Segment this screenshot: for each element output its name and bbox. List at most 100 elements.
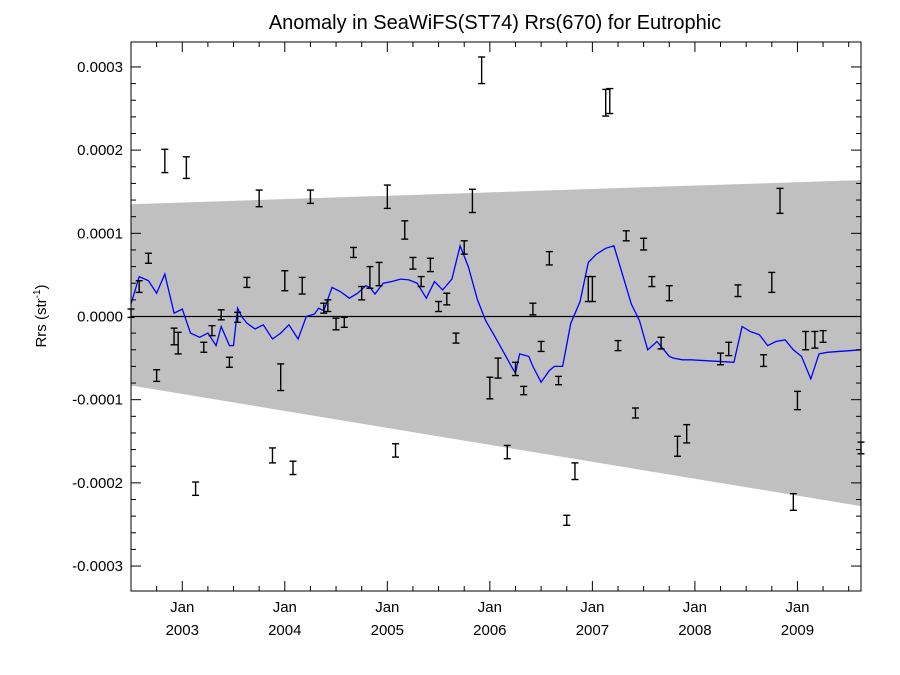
data-point [306, 189, 314, 205]
data-point [717, 352, 725, 366]
data-point [135, 280, 143, 294]
data-point [494, 357, 502, 379]
x-tick-label-year: 2007 [576, 622, 609, 639]
x-tick-label-month: Jan [170, 599, 194, 616]
data-point [665, 285, 673, 302]
data-point [802, 330, 810, 351]
data-point [268, 447, 276, 464]
axes: 0.0003 0.0002 0.0001 0.0000 -0.0001 -0.0002 -0… [72, 41, 862, 639]
data-point [281, 270, 289, 292]
data-point [563, 514, 571, 526]
data-point [602, 88, 610, 117]
data-point [332, 317, 340, 331]
data-point [392, 443, 400, 458]
data-point [366, 265, 374, 289]
data-point [144, 252, 152, 264]
data-point [298, 276, 306, 295]
data-point [340, 316, 348, 329]
y-tick-label: -0.0001 [72, 392, 123, 409]
data-point [631, 407, 639, 419]
data-point [520, 385, 528, 396]
x-tick-label-month: Jan [375, 599, 399, 616]
data-point [217, 309, 225, 321]
data-point [153, 369, 161, 383]
data-point [486, 376, 494, 400]
data-point [426, 257, 434, 273]
data-point [234, 311, 242, 324]
data-point [614, 339, 622, 352]
data-point [657, 336, 665, 350]
data-point [673, 435, 681, 457]
data-point [417, 275, 425, 288]
data-point [435, 300, 443, 313]
y-tick-label: -0.0003 [72, 558, 123, 575]
chart-title: Anomaly in SeaWiFS(ST74) Rrs(670) for Eu… [269, 12, 721, 34]
data-point [683, 423, 691, 444]
data-point [349, 246, 357, 259]
y-tick-label: 0.0002 [77, 142, 123, 159]
data-point [768, 271, 776, 294]
data-point [725, 341, 733, 357]
data-point [529, 302, 537, 316]
y-tick-label: 0.0003 [77, 59, 123, 76]
data-point [443, 292, 451, 306]
data-point [255, 189, 263, 208]
y-axis-label: Rrs (str-1) [32, 284, 50, 347]
y-tick-label: -0.0002 [72, 475, 123, 492]
data-point [289, 460, 297, 476]
data-point [174, 331, 182, 355]
data-point [555, 375, 563, 386]
data-point [760, 354, 768, 368]
data-point [277, 363, 285, 392]
x-tick-label-year: 2005 [371, 622, 404, 639]
data-point [409, 256, 417, 270]
data-point [511, 361, 519, 377]
data-point [383, 184, 391, 210]
data-point [606, 87, 614, 115]
data-point [793, 390, 801, 411]
data-point [734, 284, 742, 298]
data-point [324, 299, 332, 313]
data-point [789, 492, 797, 512]
data-point [622, 230, 630, 242]
data-point [243, 276, 251, 289]
data-point [358, 285, 366, 301]
data-point [225, 356, 233, 368]
x-tick-label-year: 2006 [473, 622, 506, 639]
data-point [537, 340, 545, 353]
data-point [375, 261, 383, 287]
data-point [819, 329, 827, 343]
data-point [182, 156, 190, 180]
data-point [192, 481, 200, 497]
data-point [545, 250, 553, 266]
data-point [588, 275, 596, 303]
data-point [640, 237, 648, 251]
data-point [200, 341, 208, 353]
x-tick-label-month: Jan [580, 599, 604, 616]
series-line [130, 243, 862, 384]
data-point [478, 56, 486, 85]
data-point [503, 444, 511, 460]
y-tick-label: 0.0001 [77, 225, 123, 242]
x-tick-label-month: Jan [273, 599, 297, 616]
data-point [452, 332, 460, 344]
y-axis-label-superscript: -1 [32, 289, 43, 298]
data-point [208, 324, 216, 337]
x-tick-label-month: Jan [683, 599, 707, 616]
data-point [460, 240, 468, 255]
x-tick-label-year: 2008 [678, 622, 711, 639]
x-tick-label-year: 2003 [166, 622, 199, 639]
plot-area [127, 56, 865, 526]
data-point [161, 148, 169, 174]
x-tick-label-year: 2009 [781, 622, 814, 639]
data-point [811, 330, 819, 349]
data-point [320, 302, 328, 314]
confidence-band [131, 180, 861, 507]
y-tick-label: 0.0000 [77, 309, 123, 326]
x-tick-label-year: 2004 [268, 622, 301, 639]
data-point [170, 327, 178, 346]
x-tick-label-month: Jan [478, 599, 502, 616]
x-tick-label-month: Jan [785, 599, 809, 616]
data-point [776, 187, 784, 215]
